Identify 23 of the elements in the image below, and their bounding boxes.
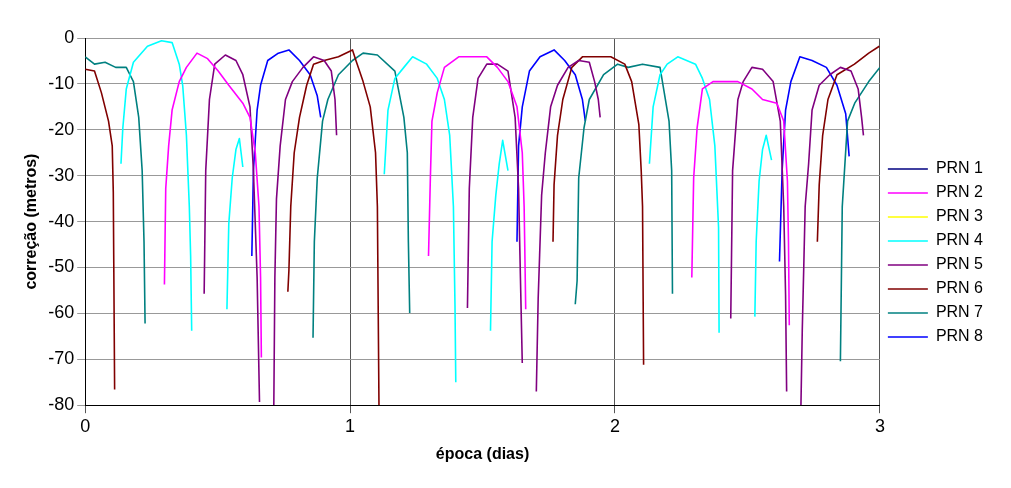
y-tick-label: -40 [48,210,75,231]
y-tick-label: -50 [48,256,75,277]
x-tick-label: 2 [609,415,620,436]
y-tick-label: -10 [48,72,75,93]
y-tick-label: -70 [48,348,75,369]
x-axis-title: época (dias) [435,444,530,462]
y-tick-label: -80 [48,394,75,415]
y-tick-label: -30 [48,164,75,185]
legend-label: PRN 4 [935,231,984,249]
x-tick-label: 0 [80,415,91,436]
x-tick-label: 1 [345,415,356,436]
y-axis-title: correção (metros) [22,153,40,290]
legend-label: PRN 8 [935,327,984,345]
legend-label: PRN 1 [935,159,984,177]
x-tick-label: 3 [874,415,885,436]
legend-label: PRN 7 [935,303,984,321]
legend-label: PRN 5 [935,255,984,273]
y-tick-label: -20 [48,118,75,139]
y-tick-label: 0 [64,26,75,47]
legend-label: PRN 3 [935,207,984,225]
y-tick-label: -60 [48,302,75,323]
legend-label: PRN 6 [935,279,984,297]
legend-label: PRN 2 [935,183,984,201]
